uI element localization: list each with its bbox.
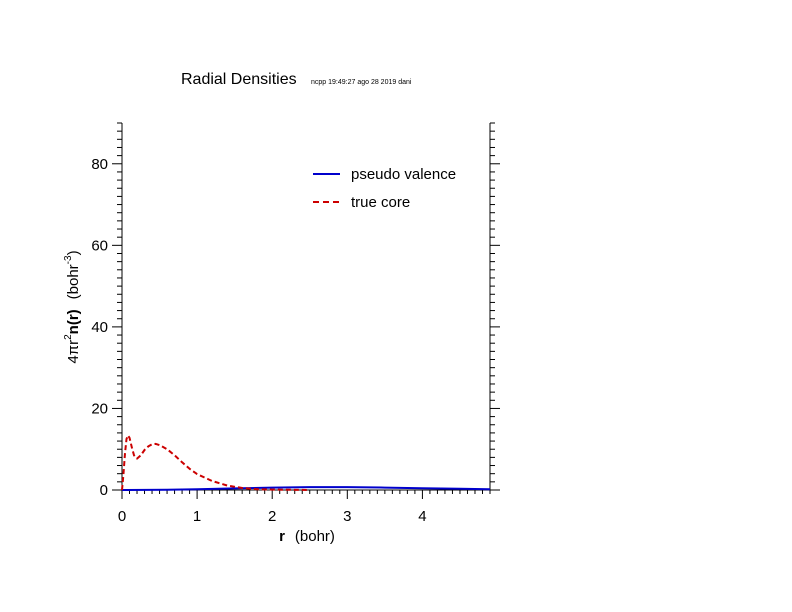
y-tick-label: 40 xyxy=(91,319,108,336)
series-line-pseudo-valence xyxy=(121,486,491,491)
major-ticks xyxy=(112,163,500,499)
x-tick-label: 3 xyxy=(343,508,351,525)
x-tick-label: 0 xyxy=(118,508,126,525)
y-tick-labels: 0 20 40 60 80 xyxy=(91,156,108,499)
svg-text:r(bohr): r (bohr) xyxy=(279,528,335,545)
y-tick-label: 80 xyxy=(91,156,108,173)
legend-label-true-core: true core xyxy=(351,194,410,211)
x-axis-label-symbol: r xyxy=(279,528,285,545)
y-tick-label: 20 xyxy=(91,400,108,417)
x-tick-label: 1 xyxy=(193,508,201,525)
x-tick-label: 4 xyxy=(418,508,426,525)
y-axis-label-prefix-sup: 2 xyxy=(63,334,74,340)
series-line-true-core xyxy=(121,434,310,491)
y-axis-label-symbol: n(r) xyxy=(65,309,82,334)
chart-title-group: Radial Densities ncpp 19:49:27 ago 28 20… xyxy=(181,71,412,88)
y-axis-label: 4πr2n(r) (bohr-3) xyxy=(63,250,82,363)
svg-text:4πr2n(r)(bohr-3): 4πr2n(r) (bohr-3) xyxy=(63,250,82,363)
y-axis-label-prefix: 4πr xyxy=(65,340,82,364)
x-axis-label-units: (bohr) xyxy=(295,528,335,545)
y-axis-label-units-close: ) xyxy=(65,250,82,255)
y-axis-label-units-sup: -3 xyxy=(63,255,74,264)
series-layer xyxy=(121,434,491,491)
y-tick-label: 60 xyxy=(91,237,108,254)
y-tick-label: 0 xyxy=(100,482,108,499)
legend: pseudo valence true core xyxy=(313,166,456,211)
y-axis-label-units: (bohr xyxy=(65,264,82,299)
x-axis-label: r (bohr) xyxy=(279,528,335,545)
x-tick-labels: 0 1 2 3 4 xyxy=(118,508,427,525)
chart-subtitle: ncpp 19:49:27 ago 28 2019 dani xyxy=(311,79,412,86)
x-tick-label: 2 xyxy=(268,508,276,525)
chart-title: Radial Densities xyxy=(181,71,297,88)
legend-label-pseudo-valence: pseudo valence xyxy=(351,166,456,183)
